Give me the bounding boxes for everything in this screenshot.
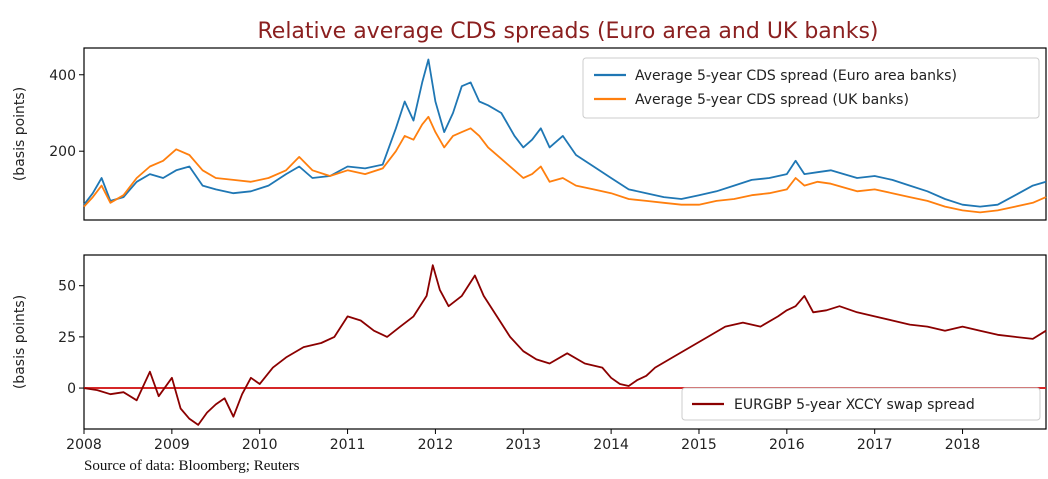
top-y-axis-label: (basis points) [12, 87, 28, 181]
x-tick-label: 2017 [857, 437, 893, 453]
bottom-y-tick-label: 50 [58, 279, 76, 295]
top-series-line-1 [84, 117, 1046, 213]
source-note: Source of data: Bloomberg; Reuters [84, 458, 300, 475]
bottom-y-ticks: 0 25 50 [58, 279, 84, 397]
x-tick-label: 2016 [769, 437, 805, 453]
x-tick-label: 2018 [945, 437, 981, 453]
x-tick-label: 2010 [242, 437, 278, 453]
top-legend-box [583, 58, 1039, 118]
top-y-tick-label: 400 [49, 68, 76, 84]
x-tick-label: 2008 [66, 437, 102, 453]
bottom-y-axis-label: (basis points) [12, 295, 28, 389]
top-panel: 200 400 (basis points) Average 5-year CDS… [12, 48, 1046, 220]
x-tick-label: 2012 [418, 437, 454, 453]
bottom-y-tick-label: 0 [67, 381, 76, 397]
x-tick-label: 2011 [330, 437, 366, 453]
top-y-tick-label: 200 [49, 144, 76, 160]
x-tick-label: 2013 [505, 437, 541, 453]
top-y-ticks: 200 400 [49, 68, 84, 160]
chart-title: Relative average CDS spreads (Euro area … [257, 19, 878, 44]
bottom-legend: EURGBP 5-year XCCY swap spread [682, 388, 1040, 420]
x-tick-label: 2009 [154, 437, 190, 453]
x-tick-label: 2015 [681, 437, 717, 453]
top-legend: Average 5-year CDS spread (Euro area ban… [583, 58, 1039, 118]
legend-label-uk: Average 5-year CDS spread (UK banks) [635, 92, 909, 108]
x-tick-label: 2014 [593, 437, 629, 453]
bottom-y-tick-label: 25 [58, 330, 76, 346]
bottom-x-ticks: 2008 2009 2010 2011 2012 2013 2014 2015 2016 2017… [66, 429, 980, 453]
legend-label-xccy: EURGBP 5-year XCCY swap spread [734, 397, 975, 413]
legend-label-euro: Average 5-year CDS spread (Euro area ban… [635, 68, 957, 84]
